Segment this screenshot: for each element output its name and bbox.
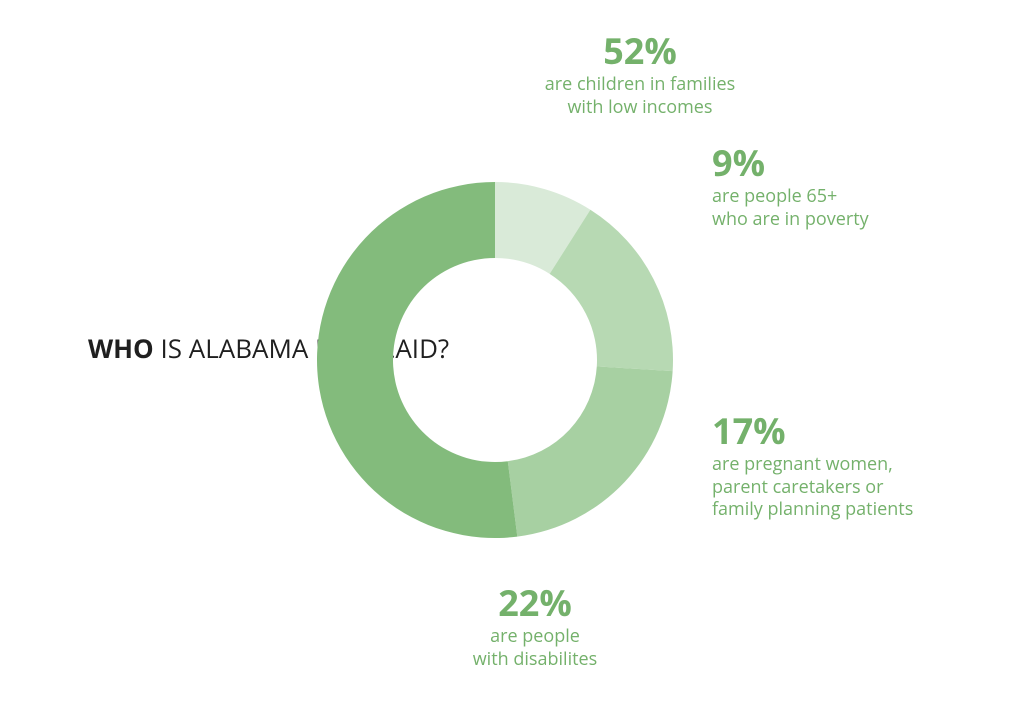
label-seniors-desc: are people 65+who are in poverty [712,185,972,230]
donut-chart [317,182,673,543]
infographic-stage: WHO IS ALABAMA MEDICAID? 52% are childre… [0,0,1024,706]
label-disabilities-pct: 22% [425,580,645,625]
label-children-pct: 52% [510,28,770,73]
donut-segment-disabilities [508,366,673,536]
label-children: 52% are children in familieswith low inc… [510,28,770,118]
label-disabilities: 22% are peoplewith disabilites [425,580,645,670]
label-pregnant-pct: 17% [712,408,992,453]
chart-title-bold: WHO [88,330,154,366]
label-pregnant-desc: are pregnant women,parent caretakers orf… [712,453,992,521]
donut-segment-children [317,182,517,538]
label-seniors: 9% are people 65+who are in poverty [712,140,972,230]
label-pregnant: 17% are pregnant women,parent caretakers… [712,408,992,521]
donut-svg [317,182,673,538]
label-children-desc: are children in familieswith low incomes [510,73,770,118]
label-seniors-pct: 9% [712,140,972,185]
label-disabilities-desc: are peoplewith disabilites [425,625,645,670]
